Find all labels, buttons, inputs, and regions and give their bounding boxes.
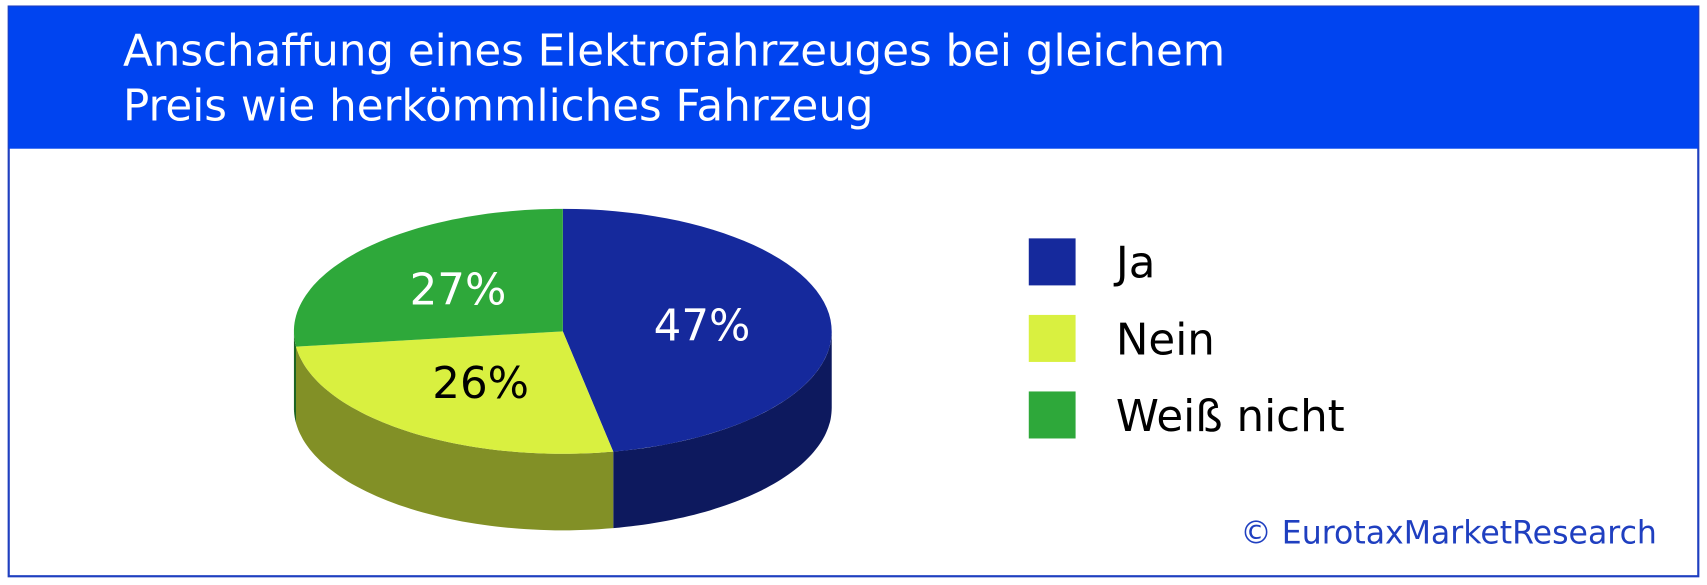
data-label: 47% — [654, 301, 751, 352]
chart-title: Anschaffung eines Elektrofahrzeuges bei … — [123, 26, 1225, 77]
header — [8, 6, 1699, 149]
pie-side — [613, 331, 832, 529]
pie-slice — [562, 208, 832, 452]
data-label: 27% — [410, 264, 507, 315]
legend-swatch — [1028, 314, 1076, 362]
pie-side — [296, 346, 614, 531]
pie-slice — [293, 208, 563, 347]
chart-title: Preis wie herkömmliches Fahrzeug — [123, 80, 874, 131]
legend-swatch — [1028, 391, 1076, 439]
data-label: 26% — [432, 358, 529, 409]
legend-label: Ja — [1113, 238, 1156, 289]
pie-slice — [296, 331, 614, 454]
legend-label: Nein — [1116, 314, 1215, 365]
legend-swatch — [1028, 238, 1076, 286]
legend-label: Weiß nicht — [1116, 391, 1345, 442]
source: © EurotaxMarketResearch — [1240, 515, 1657, 551]
pie-side — [293, 331, 297, 424]
